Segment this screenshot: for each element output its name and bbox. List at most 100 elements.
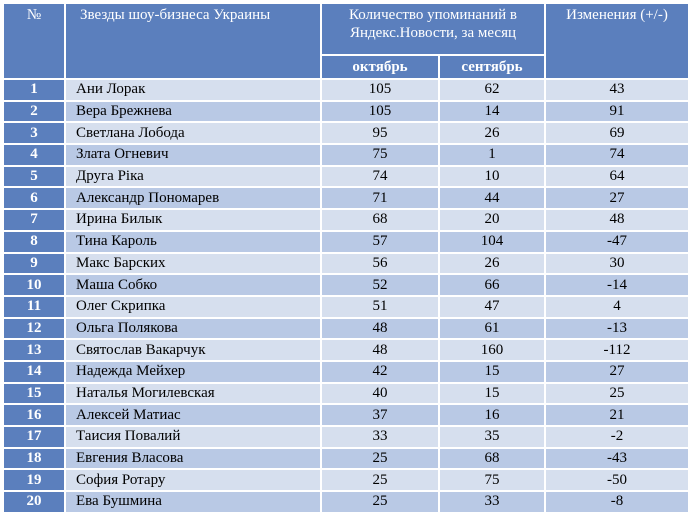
change-cell: 74 [544,143,690,167]
table-row: 5 Друга Ріка 74 10 64 [2,164,690,189]
september-count-cell: 15 [438,359,546,384]
rank-cell: 8 [2,229,66,254]
change-cell: 21 [544,403,690,427]
rank-cell: 14 [2,359,66,384]
october-count-cell: 68 [320,208,440,232]
september-count-cell: 66 [438,273,546,297]
september-count-cell: 1 [438,143,546,167]
table-row: 3 Светлана Лобода 95 26 69 [2,121,690,146]
september-count-cell: 68 [438,446,546,471]
october-count-cell: 71 [320,186,440,211]
star-name-cell: Тина Кароль [64,229,322,254]
september-count-cell: 61 [438,316,546,341]
star-name-cell: Злата Огневич [64,143,322,167]
change-cell: 69 [544,121,690,146]
october-count-cell: 95 [320,121,440,146]
october-count-cell: 40 [320,381,440,406]
october-count-cell: 37 [320,403,440,427]
rank-cell: 11 [2,294,66,319]
change-cell: 48 [544,208,690,232]
star-name-cell: Ани Лорак [64,78,322,102]
rank-cell: 12 [2,316,66,341]
rank-cell: 18 [2,446,66,471]
rank-cell: 7 [2,208,66,232]
table-row: 2 Вера Брежнева 105 14 91 [2,99,690,124]
rank-cell: 4 [2,143,66,167]
change-cell: -14 [544,273,690,297]
september-count-cell: 104 [438,229,546,254]
header-september: сентябрь [438,54,546,80]
change-cell: 64 [544,164,690,189]
october-count-cell: 52 [320,273,440,297]
september-count-cell: 26 [438,251,546,276]
rank-cell: 3 [2,121,66,146]
september-count-cell: 20 [438,208,546,232]
star-name-cell: Алексей Матиас [64,403,322,427]
september-count-cell: 14 [438,99,546,124]
october-count-cell: 25 [320,468,440,493]
rank-cell: 15 [2,381,66,406]
rank-cell: 10 [2,273,66,297]
october-count-cell: 48 [320,338,440,362]
october-count-cell: 25 [320,446,440,471]
change-cell: -2 [544,425,690,449]
star-name-cell: Маша Собко [64,273,322,297]
october-count-cell: 42 [320,359,440,384]
september-count-cell: 33 [438,490,546,514]
rank-cell: 1 [2,78,66,102]
star-name-cell: Макс Барских [64,251,322,276]
header-number: № [2,2,66,80]
table-row: 8 Тина Кароль 57 104 -47 [2,229,690,254]
table-row: 16 Алексей Матиас 37 16 21 [2,403,690,427]
change-cell: 25 [544,381,690,406]
table-row: 11 Олег Скрипка 51 47 4 [2,294,690,319]
change-cell: 27 [544,359,690,384]
header-october: октябрь [320,54,440,80]
rank-cell: 6 [2,186,66,211]
change-cell: 27 [544,186,690,211]
september-count-cell: 35 [438,425,546,449]
header-row: № Звезды шоу-бизнеса Украины Количество … [2,2,690,80]
star-name-cell: Надежда Мейхер [64,359,322,384]
table-row: 12 Ольга Полякова 48 61 -13 [2,316,690,341]
october-count-cell: 57 [320,229,440,254]
change-cell: -8 [544,490,690,514]
change-cell: -50 [544,468,690,493]
change-cell: -43 [544,446,690,471]
rank-cell: 5 [2,164,66,189]
table-row: 14 Надежда Мейхер 42 15 27 [2,359,690,384]
star-name-cell: Наталья Могилевская [64,381,322,406]
table-row: 1 Ани Лорак 105 62 43 [2,78,690,102]
table-row: 7 Ирина Билык 68 20 48 [2,208,690,232]
star-name-cell: Ольга Полякова [64,316,322,341]
rank-cell: 17 [2,425,66,449]
september-count-cell: 10 [438,164,546,189]
october-count-cell: 105 [320,78,440,102]
september-count-cell: 44 [438,186,546,211]
star-name-cell: Евгения Власова [64,446,322,471]
subheader-row: октябрь сентябрь [3,54,689,80]
change-cell: 30 [544,251,690,276]
rank-cell: 16 [2,403,66,427]
october-count-cell: 51 [320,294,440,319]
change-cell: -112 [544,338,690,362]
october-count-cell: 75 [320,143,440,167]
october-count-cell: 48 [320,316,440,341]
change-cell: 91 [544,99,690,124]
september-count-cell: 75 [438,468,546,493]
september-count-cell: 15 [438,381,546,406]
rank-cell: 19 [2,468,66,493]
september-count-cell: 16 [438,403,546,427]
table-body: 1 Ани Лорак 105 62 43 2 Вера Брежнева 105 14 91 3 С… [2,78,690,514]
header-change: Изменения (+/-) [544,2,690,80]
star-name-cell: Ирина Билык [64,208,322,232]
october-count-cell: 74 [320,164,440,189]
table-row: 18 Евгения Власова 25 68 -43 [2,446,690,471]
star-name-cell: София Ротару [64,468,322,493]
header-stars: Звезды шоу-бизнеса Украины [64,2,322,80]
table-row: 9 Макс Барских 56 26 30 [2,251,690,276]
october-count-cell: 25 [320,490,440,514]
change-cell: -47 [544,229,690,254]
change-cell: -13 [544,316,690,341]
